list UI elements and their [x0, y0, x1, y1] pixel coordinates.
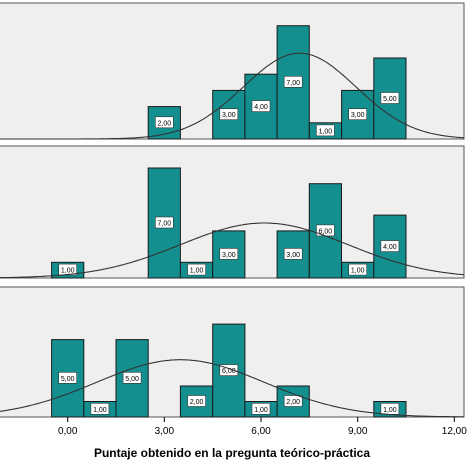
bar-data-label: 5,00: [383, 96, 397, 103]
bar-data-label: 3,00: [351, 112, 365, 119]
bar-data-label: 1,00: [190, 268, 204, 275]
bar-data-label: 1,00: [319, 128, 333, 135]
histogram-panel: 1,00 7,00 1,00 3,00 3,00 6,00 1,00 4,00: [0, 145, 465, 279]
bar-label-box: [251, 100, 271, 112]
bar-data-label: 1,00: [93, 407, 107, 414]
x-tick-label: 12,00: [442, 426, 467, 437]
bar-label-box: [58, 263, 78, 276]
bar-label-box: [380, 240, 400, 252]
bar-label-box: [283, 248, 303, 260]
x-tick-label: 0,00: [58, 426, 78, 437]
bar-data-label: 1,00: [351, 268, 365, 275]
x-tick-label: 6,00: [251, 426, 271, 437]
bar-label-box: [122, 371, 142, 384]
bar-label-box: [219, 364, 239, 376]
bar-label-box: [155, 216, 174, 229]
bar-label-box: [155, 116, 174, 129]
bar-data-label: 2,00: [157, 120, 171, 127]
bar-label-box: [187, 263, 206, 276]
bar-data-label: 5,00: [61, 376, 75, 383]
bar-data-label: 5,00: [125, 376, 139, 383]
bar-label-box: [380, 92, 400, 104]
bar-label-box: [348, 263, 368, 276]
bar-label-box: [251, 402, 271, 415]
bar-data-label: 1,00: [383, 407, 397, 414]
bar-data-label: 3,00: [222, 112, 236, 119]
bar-label-box: [348, 108, 368, 120]
x-axis-title: Puntaje obtenido en la pregunta teórico-…: [94, 446, 370, 460]
bar-label-box: [187, 395, 206, 407]
bar-data-label: 7,00: [286, 80, 300, 87]
x-tick-label: 9,00: [348, 426, 368, 437]
x-tick-label: 3,00: [155, 426, 175, 437]
normal-curve-line: [0, 359, 464, 418]
histogram-panel: 2,00 3,00 4,00 7,00 1,00 3,00 5,00: [0, 2, 465, 140]
bar-label-box: [219, 108, 239, 120]
bar-label-box: [58, 371, 78, 384]
bar-data-label: 1,00: [61, 268, 75, 275]
bar-label-box: [316, 124, 335, 137]
bar-label-box: [283, 395, 303, 407]
histogram-panels: 2,003,004,007,001,003,005,001,007,001,00…: [0, 2, 465, 418]
bar-data-label: 3,00: [286, 252, 300, 259]
x-axis: 0,00 3,00 6,00 9,00 12,00: [58, 417, 467, 437]
bar-data-label: 3,00: [222, 252, 236, 259]
normal-curve-line: [0, 52, 465, 140]
bar-label-box: [90, 402, 110, 415]
bar-data-label: 2,00: [190, 399, 204, 406]
bar-data-label: 1,00: [254, 407, 268, 414]
bar-data-label: 6,00: [319, 228, 333, 235]
bar-label-box: [219, 248, 239, 260]
bar-data-label: 2,00: [286, 399, 300, 406]
bar-label-box: [283, 76, 303, 88]
bar-data-label: 4,00: [254, 104, 268, 111]
bar-data-label: 4,00: [383, 244, 397, 251]
normal-curve-line: [0, 222, 465, 279]
histogram-panel: 5,00 1,00 5,00 2,00 6,00 1,00 2,00 1,00: [0, 286, 465, 418]
bar-data-label: 6,00: [222, 368, 236, 375]
bar-data-label: 7,00: [157, 221, 171, 228]
